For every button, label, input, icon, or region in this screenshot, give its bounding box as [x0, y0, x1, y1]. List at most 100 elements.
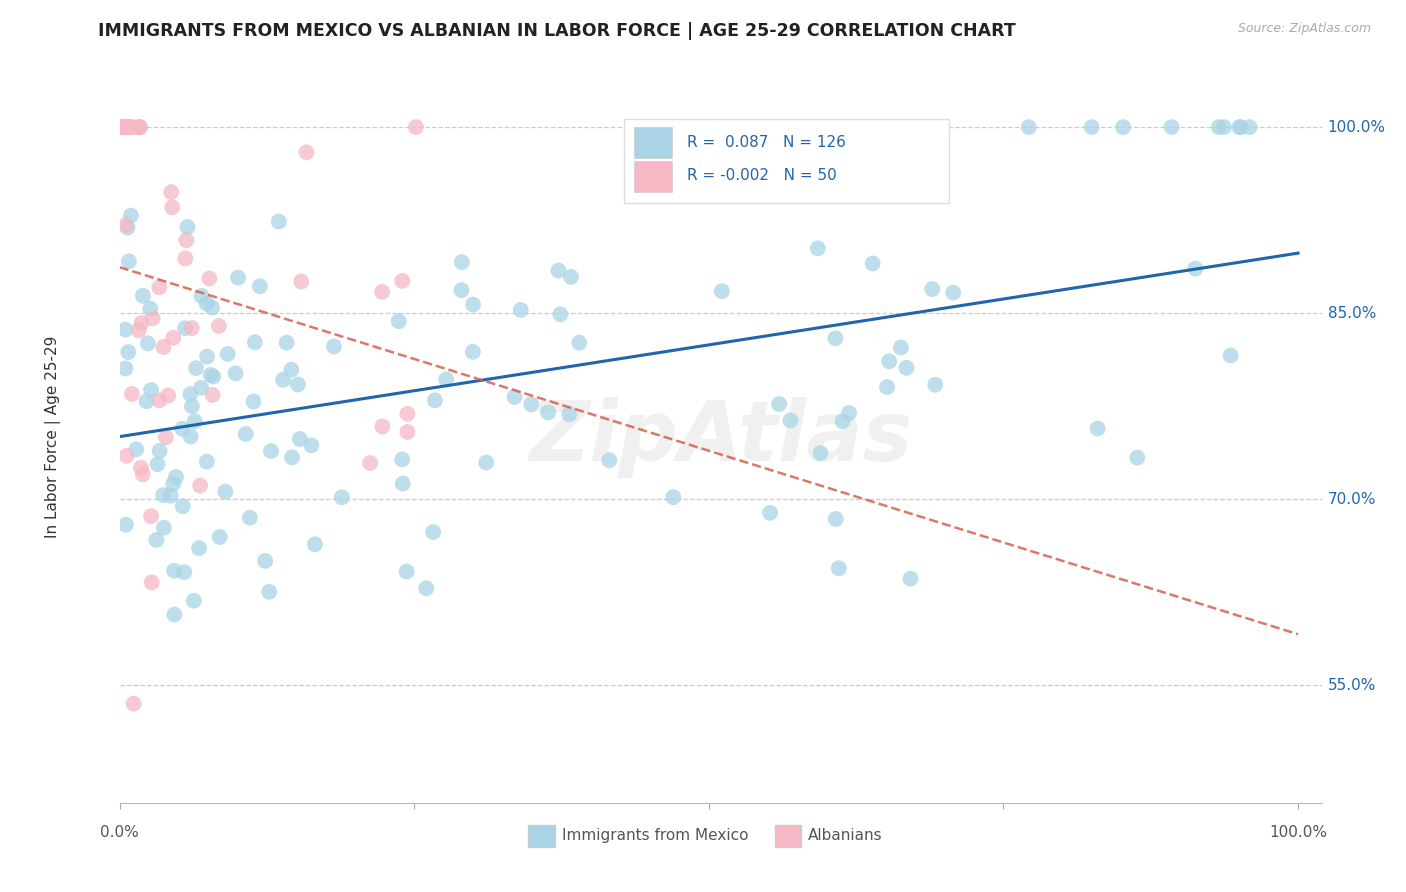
Point: [900, 572, 922, 586]
Point: [359, 456, 381, 470]
Point: [163, 607, 186, 622]
Point: [323, 339, 346, 353]
Point: [281, 450, 304, 465]
Point: [201, 388, 224, 402]
Point: [141, 575, 163, 590]
Point: [558, 407, 581, 421]
FancyBboxPatch shape: [624, 119, 949, 203]
Point: [810, 446, 832, 460]
Point: [288, 432, 311, 446]
Point: [396, 425, 419, 439]
Point: [163, 564, 186, 578]
Point: [190, 381, 212, 395]
Point: [371, 419, 394, 434]
Point: [405, 120, 427, 135]
Point: [139, 301, 162, 316]
Point: [122, 120, 145, 135]
Point: [877, 354, 900, 368]
Point: [391, 476, 413, 491]
Point: [115, 218, 138, 232]
Point: [172, 422, 194, 436]
Point: [267, 214, 290, 228]
Point: [121, 387, 143, 401]
Text: Source: ZipAtlas.com: Source: ZipAtlas.com: [1237, 22, 1371, 36]
Bar: [634, 161, 672, 192]
Point: [214, 484, 236, 499]
Point: [862, 256, 884, 270]
Point: [391, 452, 413, 467]
Point: [153, 521, 176, 535]
Point: [190, 289, 212, 303]
Point: [141, 311, 163, 326]
Point: [135, 394, 157, 409]
Point: [831, 414, 853, 428]
Text: Albanians: Albanians: [808, 828, 883, 843]
Point: [114, 361, 136, 376]
Point: [162, 476, 184, 491]
Point: [225, 367, 247, 381]
Point: [172, 500, 194, 514]
Point: [295, 145, 318, 160]
Point: [111, 120, 134, 135]
Point: [114, 120, 136, 135]
Point: [434, 372, 457, 386]
Point: [122, 697, 145, 711]
Point: [1018, 120, 1040, 135]
Point: [146, 457, 169, 471]
Point: [890, 341, 912, 355]
Point: [174, 321, 197, 335]
Point: [184, 414, 207, 428]
Point: [598, 453, 620, 467]
Point: [724, 149, 747, 163]
Point: [208, 318, 231, 333]
Bar: [775, 825, 801, 847]
Point: [176, 219, 198, 234]
Point: [396, 407, 419, 421]
Point: [174, 233, 197, 247]
Point: [157, 388, 180, 402]
Point: [174, 252, 197, 266]
Text: 55.0%: 55.0%: [1327, 678, 1376, 692]
Point: [111, 120, 134, 135]
Point: [201, 301, 224, 315]
Point: [180, 429, 202, 443]
Point: [924, 377, 946, 392]
Point: [200, 368, 222, 382]
Point: [208, 530, 231, 544]
Point: [259, 585, 281, 599]
Point: [450, 283, 472, 297]
Point: [290, 275, 312, 289]
Bar: [634, 127, 672, 158]
Point: [155, 430, 177, 444]
Point: [395, 565, 418, 579]
Point: [152, 340, 174, 354]
Point: [276, 335, 298, 350]
Point: [287, 377, 309, 392]
Point: [896, 360, 918, 375]
Point: [1160, 120, 1182, 135]
Point: [883, 120, 905, 135]
Point: [217, 347, 239, 361]
Point: [824, 331, 846, 345]
Point: [921, 282, 943, 296]
Point: [768, 397, 790, 411]
Point: [371, 285, 394, 299]
Point: [198, 271, 221, 285]
Point: [152, 488, 174, 502]
Point: [188, 478, 211, 492]
Point: [226, 270, 249, 285]
Point: [111, 120, 134, 135]
Point: [195, 296, 218, 310]
Point: [162, 331, 184, 345]
Text: 0.0%: 0.0%: [100, 825, 139, 840]
Point: [114, 322, 136, 336]
Point: [461, 344, 484, 359]
Point: [111, 120, 134, 135]
Point: [710, 284, 733, 298]
Point: [415, 581, 437, 595]
Point: [128, 120, 150, 135]
Point: [254, 554, 277, 568]
Point: [188, 541, 211, 555]
Point: [183, 593, 205, 607]
Point: [202, 369, 225, 384]
